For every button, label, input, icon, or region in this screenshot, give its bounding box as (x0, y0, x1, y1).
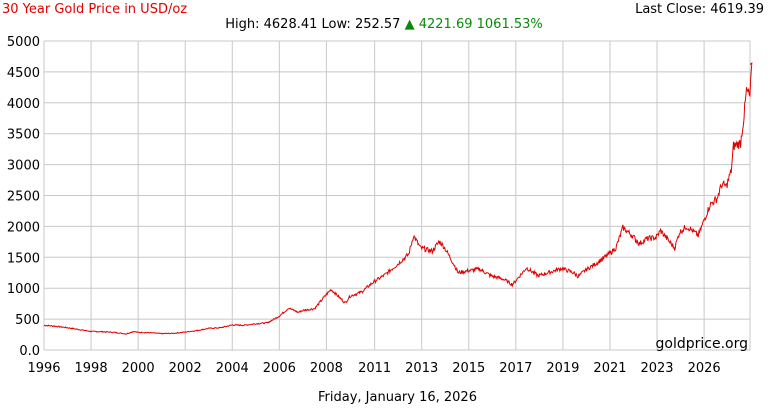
chart-date: Friday, January 16, 2026 (318, 390, 477, 405)
high-label: High: (225, 17, 260, 32)
x-tick-label: 2021 (593, 361, 626, 376)
y-axis-ticks: 0.0 500 1000 1500 2000 2500 3000 3500 4000 4500 50… (7, 35, 40, 359)
y-tick-label: 500 (15, 313, 40, 328)
y-tick-label: 2500 (7, 190, 40, 205)
x-tick-label: 2006 (263, 361, 296, 376)
x-tick-label: 2011 (358, 361, 391, 376)
x-tick-label: 2000 (122, 361, 155, 376)
y-tick-label: 0.0 (19, 344, 40, 359)
last-close-value: 4619.39 (710, 2, 764, 17)
x-tick-label: 2023 (640, 361, 673, 376)
x-tick-label: 2017 (499, 361, 532, 376)
y-tick-label: 5000 (7, 35, 40, 50)
y-tick-label: 4000 (7, 97, 40, 112)
x-tick-label: 2015 (452, 361, 485, 376)
high-value: 4628.41 (263, 17, 318, 32)
change-percent: 1061.53% (476, 17, 543, 32)
y-tick-label: 4500 (7, 66, 40, 81)
up-arrow-icon: ▲ (404, 17, 415, 32)
x-tick-label: 2026 (688, 361, 721, 376)
last-close-label: Last Close: (635, 2, 707, 17)
x-tick-label: 2013 (405, 361, 438, 376)
y-tick-label: 1500 (7, 251, 40, 266)
watermark: goldprice.org (656, 336, 748, 352)
y-tick-label: 3000 (7, 159, 40, 174)
change-value: 4221.69 (418, 17, 473, 32)
x-tick-label: 2019 (546, 361, 579, 376)
x-tick-label: 2004 (216, 361, 249, 376)
x-axis-ticks: 1996 1998 2000 2002 2004 2006 2008 2011 2013 2015… (27, 361, 720, 376)
y-tick-label: 3500 (7, 128, 40, 143)
x-tick-label: 1996 (27, 361, 60, 376)
low-value: 252.57 (354, 17, 401, 32)
gold-price-chart: 0.0 500 1000 1500 2000 2500 3000 3500 4000 4500 50… (7, 35, 753, 376)
y-tick-label: 1000 (7, 282, 40, 297)
y-tick-label: 2000 (7, 220, 40, 235)
last-close: Last Close: 4619.39 (635, 2, 764, 17)
x-tick-label: 1998 (75, 361, 108, 376)
price-stats: High: 4628.41 Low: 252.57 ▲ 4221.69 1061… (0, 17, 768, 32)
gold-price-line (44, 62, 753, 335)
chart-title: 30 Year Gold Price in USD/oz (2, 2, 188, 17)
chart-grid (43, 40, 751, 351)
x-tick-label: 2002 (169, 361, 202, 376)
x-tick-label: 2008 (310, 361, 343, 376)
low-label: Low: (321, 17, 351, 32)
